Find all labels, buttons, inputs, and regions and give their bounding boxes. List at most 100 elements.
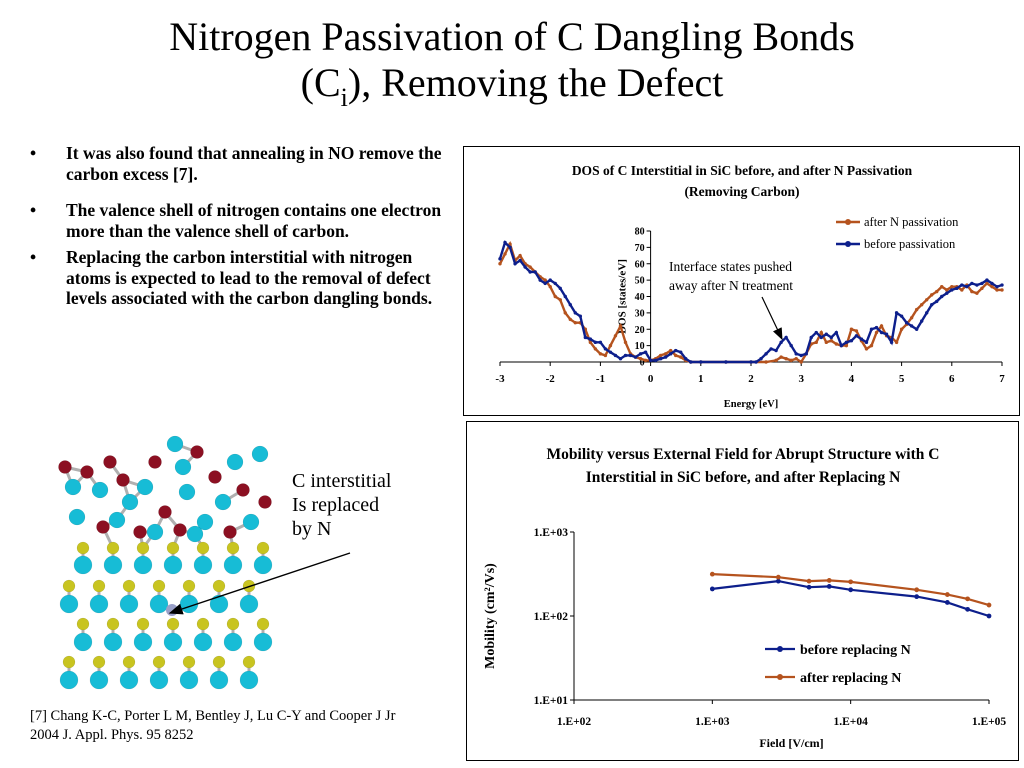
oxygen-atom — [133, 525, 147, 539]
data-point — [874, 330, 879, 335]
data-point — [608, 350, 613, 354]
carbon-atom — [59, 594, 79, 614]
oxygen-atom — [158, 505, 172, 519]
oxygen-atom — [116, 473, 130, 487]
title-line-1: Nitrogen Passivation of C Dangling Bonds — [169, 14, 855, 59]
carbon-atom — [223, 632, 243, 652]
data-point — [583, 335, 588, 340]
data-point — [618, 324, 623, 328]
data-point — [1000, 288, 1004, 292]
data-point — [513, 262, 517, 266]
data-point — [914, 327, 919, 331]
data-point — [960, 283, 964, 287]
chart-title: Interstitial in SiC before, and after Re… — [586, 469, 901, 486]
series-line-0 — [712, 579, 990, 618]
data-point — [643, 358, 648, 363]
data-point — [980, 281, 984, 286]
y-tick-label: 40 — [635, 292, 645, 303]
data-point — [970, 289, 974, 294]
data-point — [995, 288, 999, 292]
data-point — [919, 302, 924, 307]
carbon-atom — [239, 670, 259, 690]
data-point — [794, 357, 798, 361]
data-point — [970, 281, 974, 286]
data-point — [814, 330, 818, 335]
oxygen-atom — [80, 465, 94, 479]
y-tick-label: 1.E+02 — [534, 611, 569, 623]
data-point — [709, 586, 715, 592]
oxygen-atom — [258, 495, 272, 509]
data-point — [864, 340, 869, 345]
data-point — [914, 587, 920, 593]
data-point — [965, 284, 969, 289]
silicon-atom — [226, 541, 240, 555]
x-axis-label: Field [V/cm] — [759, 736, 823, 750]
data-point — [940, 284, 944, 289]
data-point — [899, 327, 904, 331]
data-point — [854, 329, 859, 333]
data-point — [598, 340, 603, 345]
carbon-atom — [253, 555, 273, 575]
data-point — [829, 339, 834, 343]
x-tick-label: 3 — [798, 373, 804, 385]
data-point — [613, 334, 618, 338]
data-point — [940, 294, 944, 299]
y-axis-label: Mobility (cm²/Vs) — [483, 563, 498, 669]
data-point — [819, 335, 823, 340]
carbon-atom — [73, 555, 93, 575]
data-point — [548, 278, 552, 282]
data-point — [894, 311, 899, 315]
reference-citation: [7] Chang K-C, Porter L M, Bentley J, Lu… — [30, 707, 470, 745]
y-tick-label: 30 — [635, 308, 645, 319]
data-point — [925, 311, 929, 315]
carbon-atom — [186, 525, 204, 543]
carbon-atom — [251, 445, 269, 463]
carbon-atom — [196, 513, 214, 531]
carbon-atom — [91, 481, 109, 499]
y-tick-label: 1.E+03 — [534, 527, 569, 539]
bullet-dot: • — [30, 143, 37, 163]
data-point — [709, 571, 715, 577]
data-point — [849, 327, 854, 331]
data-point — [588, 340, 593, 345]
data-point — [774, 348, 778, 353]
silicon-atom — [136, 617, 150, 631]
reference-line: [7] Chang K-C, Porter L M, Bentley J, Lu… — [30, 708, 396, 724]
data-point — [593, 340, 598, 345]
data-point — [799, 353, 803, 358]
x-tick-label: -2 — [546, 373, 556, 385]
carbon-atom — [108, 511, 126, 529]
data-point — [839, 343, 844, 348]
x-tick-label: 1.E+05 — [972, 716, 1007, 728]
data-point — [668, 348, 673, 353]
data-point — [879, 324, 884, 328]
oxygen-atom — [190, 445, 204, 459]
data-point — [548, 284, 552, 289]
carbon-atom — [133, 632, 153, 652]
data-point — [588, 337, 593, 341]
data-point — [658, 353, 663, 358]
data-point — [986, 602, 992, 608]
carbon-atom — [178, 483, 196, 501]
silicon-atom — [152, 655, 166, 669]
data-point — [679, 355, 683, 359]
x-tick-label: 1.E+03 — [695, 716, 730, 728]
carbon-atom — [103, 555, 123, 575]
dos-chart: DOS of C Interstitial in SiC before, and… — [495, 163, 1005, 410]
data-point — [498, 262, 502, 266]
data-point — [789, 358, 793, 363]
silicon-atom — [242, 655, 256, 669]
x-tick-label: 1.E+04 — [833, 716, 868, 728]
carbon-atom — [223, 555, 243, 575]
data-point — [869, 343, 874, 348]
dos-chart-panel: DOS of C Interstitial in SiC before, and… — [463, 146, 1020, 416]
silicon-atom — [136, 541, 150, 555]
carbon-atom — [209, 594, 229, 614]
data-point — [684, 357, 688, 361]
data-point — [779, 340, 783, 345]
data-point — [965, 596, 970, 602]
silicon-atom — [182, 655, 196, 669]
x-tick-label: -3 — [495, 373, 505, 385]
legend-label: after N passivation — [864, 215, 959, 229]
data-point — [518, 253, 522, 258]
